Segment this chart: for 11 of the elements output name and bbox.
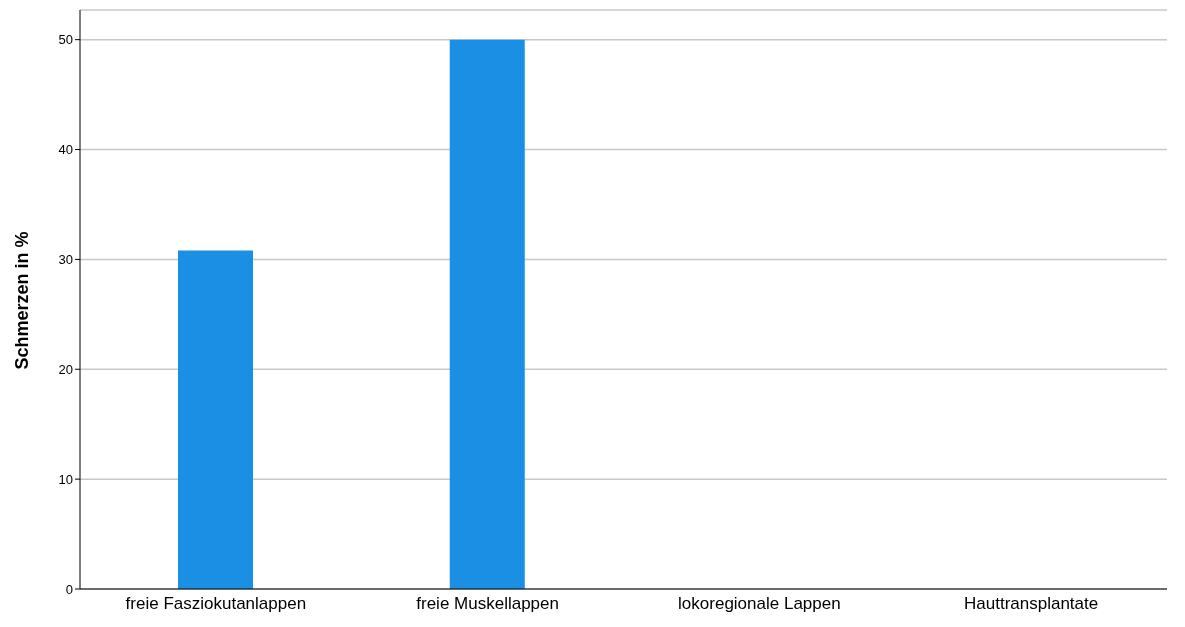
x-tick-label: freie Fasziokutanlappen bbox=[125, 594, 307, 614]
y-tick-label: 30 bbox=[58, 252, 73, 268]
y-tick-label: 0 bbox=[65, 581, 73, 597]
y-tick-label: 40 bbox=[58, 142, 73, 158]
x-tick-label: freie Muskellappen bbox=[416, 594, 559, 614]
x-tick-label: lokoregionale Lappen bbox=[678, 594, 841, 614]
y-axis-title: Schmerzen in % bbox=[12, 231, 33, 370]
y-tick-label: 20 bbox=[58, 361, 73, 377]
y-tick-label: 50 bbox=[58, 32, 73, 48]
x-tick-label: Hauttransplantate bbox=[964, 594, 1099, 614]
y-tick-label: 10 bbox=[58, 471, 73, 487]
